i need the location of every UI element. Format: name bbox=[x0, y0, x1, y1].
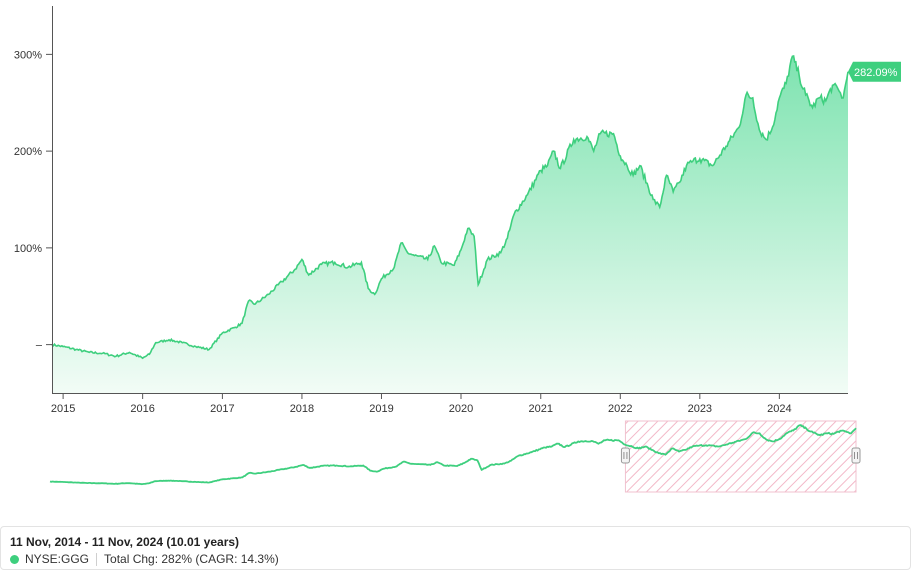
last-value-badge: 282.09% bbox=[848, 61, 901, 82]
series-name: NYSE:GGG bbox=[25, 552, 90, 566]
handle-grip[interactable] bbox=[851, 447, 861, 464]
series-color-dot bbox=[10, 554, 19, 564]
main-chart: 300% 200% 100% – 2015 2016 2017 2018 2019 2020 20… bbox=[14, 6, 901, 415]
area-fill bbox=[52, 56, 848, 393]
navigator-right-handle[interactable] bbox=[851, 447, 861, 464]
y-tick-label: 100% bbox=[14, 243, 42, 255]
x-tick-label: 2019 bbox=[369, 403, 393, 415]
x-tick-label: 2020 bbox=[449, 403, 473, 415]
handle-grip[interactable] bbox=[620, 447, 630, 464]
y-tick-label: – bbox=[36, 340, 43, 352]
navigator-line bbox=[49, 424, 857, 486]
date-range: 11 Nov, 2014 - 11 Nov, 2024 (10.01 years… bbox=[10, 535, 240, 549]
x-tick-label: 2017 bbox=[210, 403, 234, 415]
x-tick-label: 2023 bbox=[688, 403, 712, 415]
x-tick-label: 2015 bbox=[51, 403, 75, 415]
navigator-selected-range[interactable] bbox=[624, 420, 857, 493]
x-tick-label: 2018 bbox=[290, 403, 314, 415]
x-tick-label: 2016 bbox=[130, 403, 154, 415]
series-line bbox=[51, 55, 849, 360]
total-change: Total Chg: 282% (CAGR: 14.3%) bbox=[104, 552, 279, 566]
x-tick-label: 2021 bbox=[529, 403, 553, 415]
series-summary: NYSE:GGG Total Chg: 282% (CAGR: 14.3%) bbox=[10, 552, 279, 566]
x-tick-label: 2024 bbox=[767, 403, 791, 415]
navigator-left-handle[interactable] bbox=[620, 447, 630, 464]
divider bbox=[96, 552, 98, 566]
y-tick-label: 200% bbox=[14, 146, 42, 158]
x-tick-label: 2022 bbox=[608, 403, 632, 415]
last-value-label: 282.09% bbox=[854, 67, 898, 79]
navigator[interactable] bbox=[0, 415, 915, 500]
y-tick-label: 300% bbox=[14, 49, 42, 61]
summary-footer: 11 Nov, 2014 - 11 Nov, 2024 (10.01 years… bbox=[0, 526, 911, 570]
